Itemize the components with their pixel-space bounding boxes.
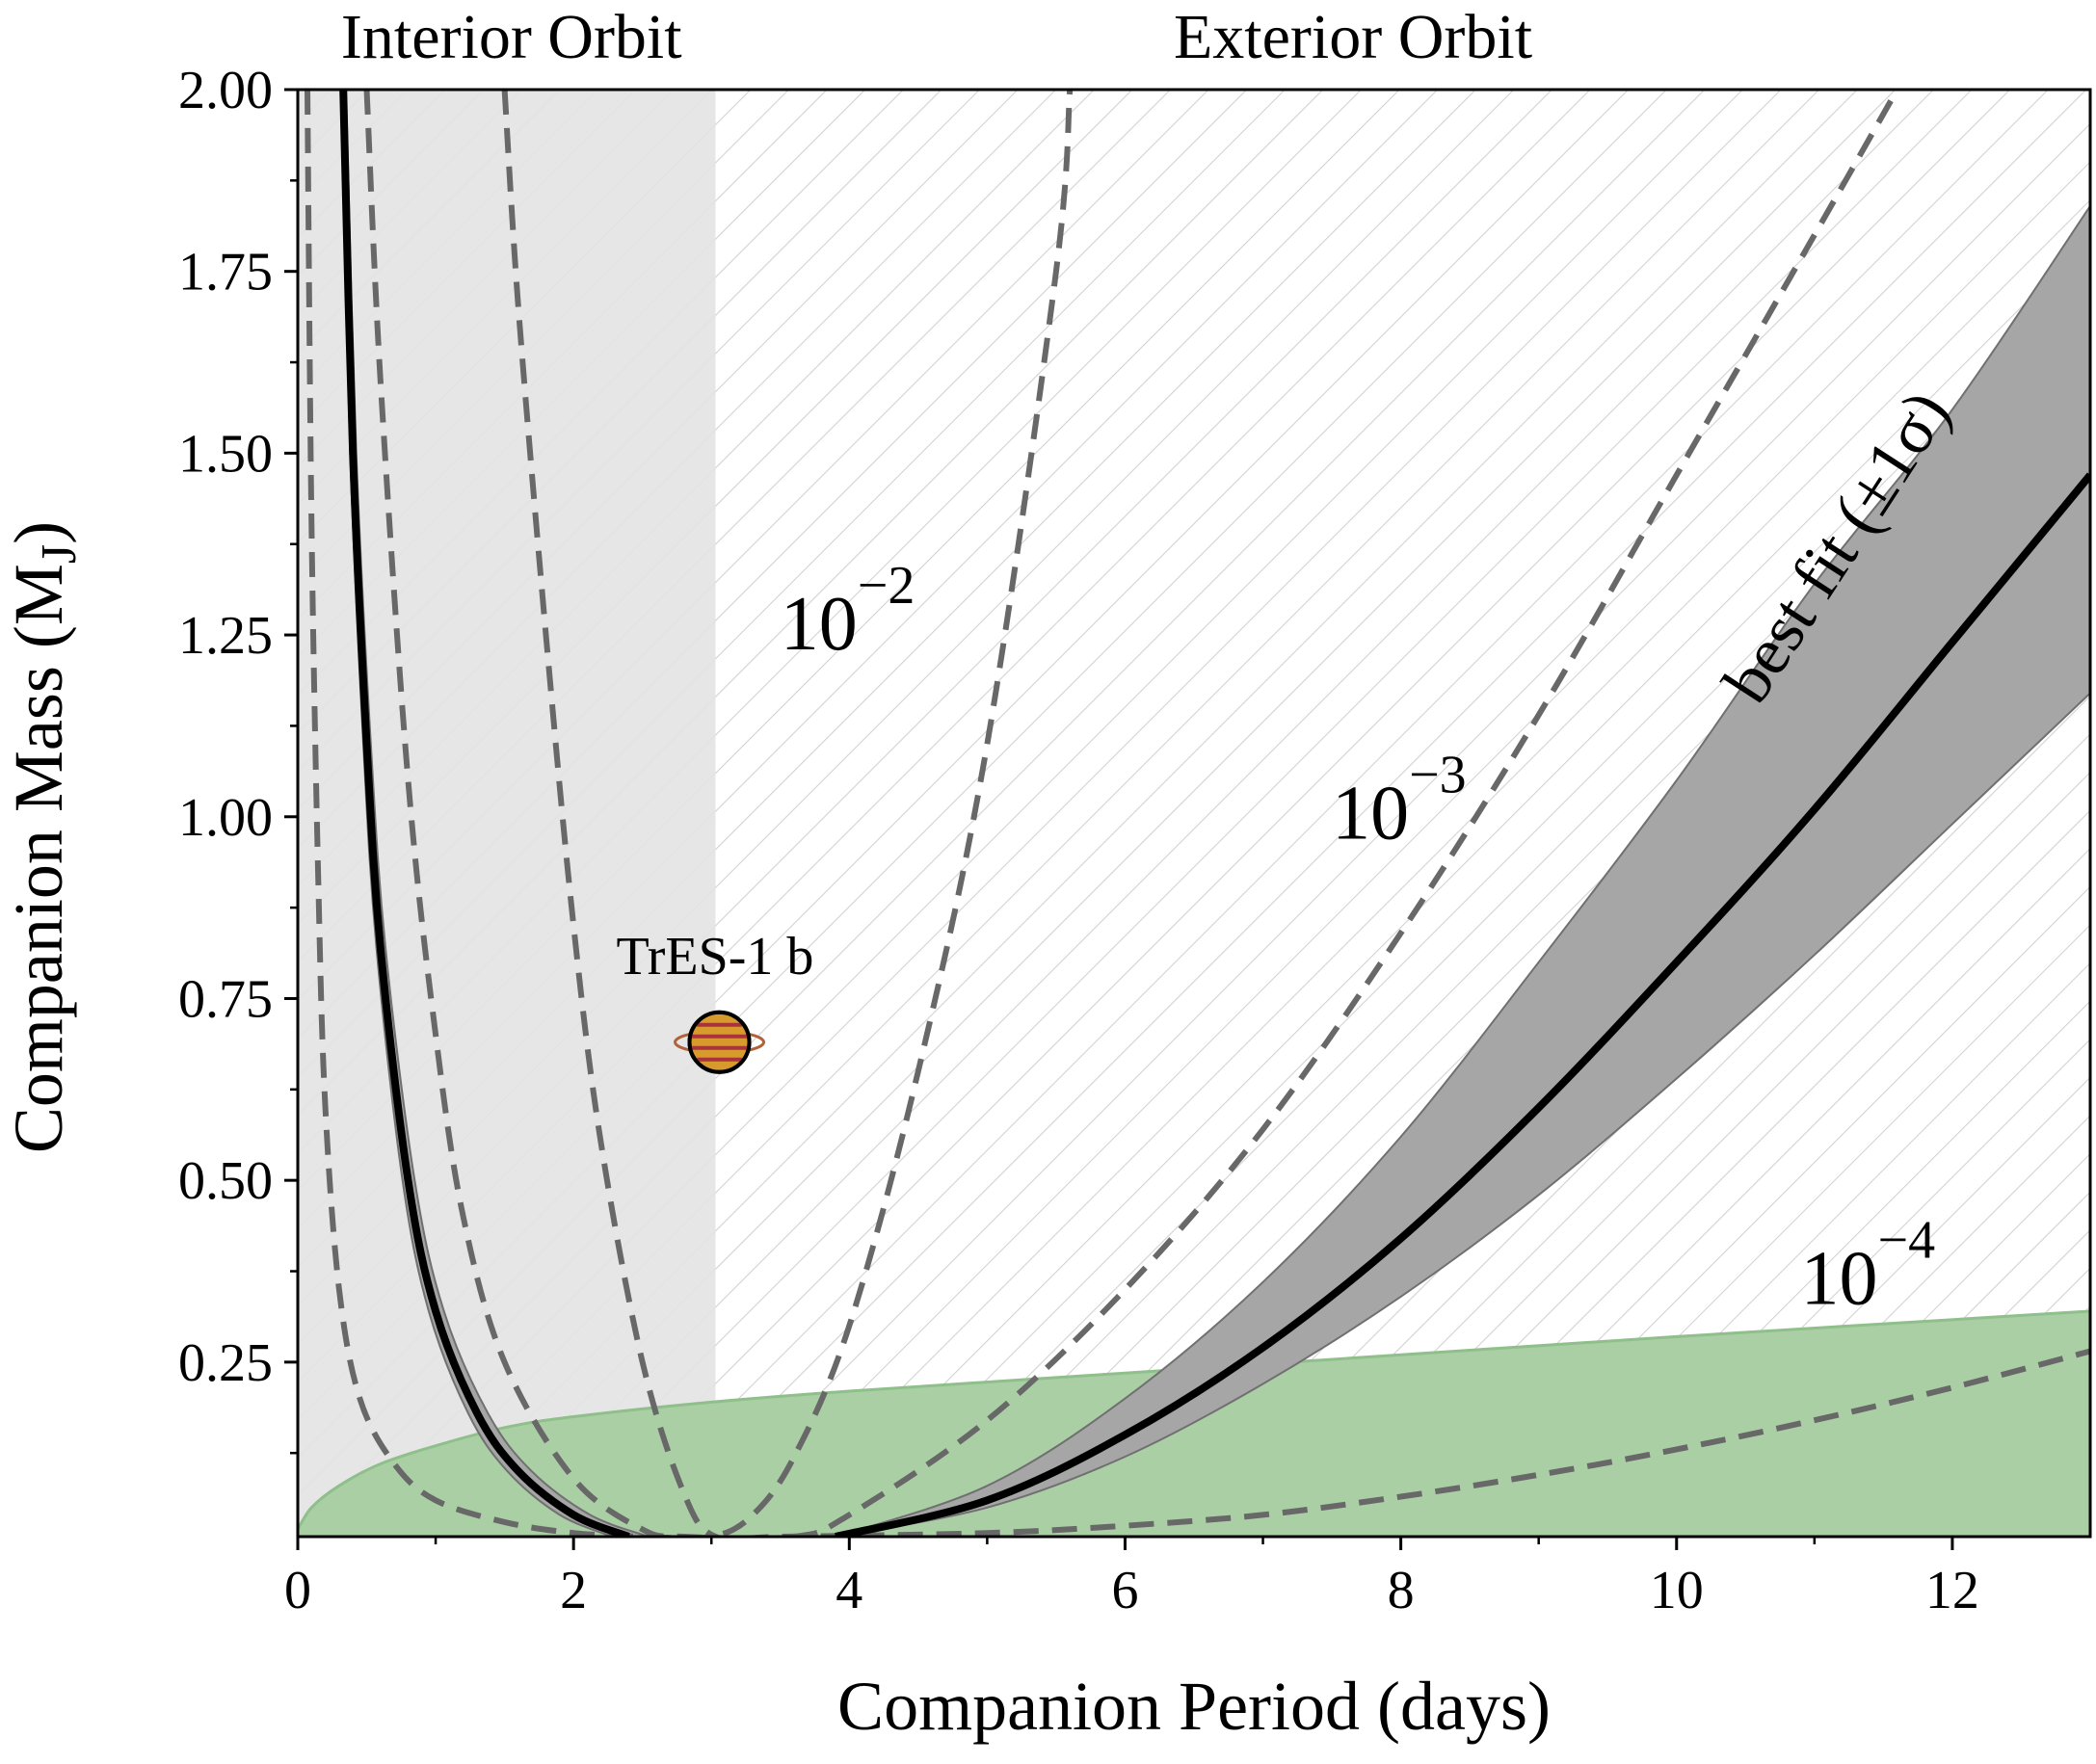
- best-fit-line-interior: [339, 90, 630, 1537]
- x-tick-label: 6: [1111, 1561, 1138, 1620]
- interior-orbit-label: Interior Orbit: [341, 2, 682, 72]
- y-tick-label: 0.50: [178, 1151, 273, 1211]
- plot-area: [296, 88, 2092, 1539]
- best-fit-line-exterior: [835, 472, 2090, 1537]
- y-axis-title-subscript: J: [32, 544, 87, 564]
- y-tick-label: 1.75: [178, 243, 273, 303]
- contour-label-3: 10−3: [1332, 745, 1467, 856]
- best-fit-sigma-band: [835, 204, 2090, 1537]
- y-tick-label: 2.00: [178, 61, 273, 120]
- x-tick-label: 12: [1925, 1561, 1979, 1620]
- x-tick-label: 8: [1388, 1561, 1415, 1620]
- dashed-contour-2: [305, 90, 1074, 1537]
- y-tick-label: 0.75: [178, 969, 273, 1029]
- y-tick-label: 1.00: [178, 788, 273, 848]
- y-axis-ticks: 0.25 0.50 0.75 1.00 1.25 1.50 1.75 2.00: [178, 61, 298, 1455]
- dashed-contour-3: [363, 90, 1900, 1537]
- plot-frame: [296, 88, 2092, 1539]
- exterior-orbit-label: Exterior Orbit: [1174, 2, 1532, 72]
- x-axis-ticks: 0 2 4 6 8 10 12: [284, 1537, 1979, 1620]
- x-tick-label: 0: [284, 1561, 311, 1620]
- y-tick-label: 1.50: [178, 424, 273, 484]
- x-axis-title: Companion Period (days): [837, 1668, 1551, 1745]
- x-tick-label: 2: [560, 1561, 587, 1620]
- planet-marker: [674, 1010, 766, 1074]
- planet-outline: [687, 1010, 752, 1074]
- y-tick-label: 0.25: [178, 1333, 273, 1393]
- interior-orbit-region: [298, 90, 716, 1537]
- y-axis-title: Companion Mass (MJ): [0, 521, 87, 1153]
- contour-label-2: 10−2: [781, 556, 915, 667]
- contour-labels: 10−2 10−3 10−4: [781, 556, 1935, 1321]
- y-axis-title-main: Companion Mass (M: [0, 564, 77, 1153]
- planet-stripes: [692, 1022, 747, 1062]
- allowed-mass-region: [298, 1309, 2090, 1537]
- x-tick-label: 4: [836, 1561, 862, 1620]
- planet-label: TrES-1 b: [617, 927, 814, 987]
- x-tick-label: 10: [1650, 1561, 1704, 1620]
- y-tick-label: 1.25: [178, 606, 273, 666]
- contour-label-4: 10−4: [1801, 1210, 1936, 1321]
- y-axis-title-close: ): [0, 521, 77, 544]
